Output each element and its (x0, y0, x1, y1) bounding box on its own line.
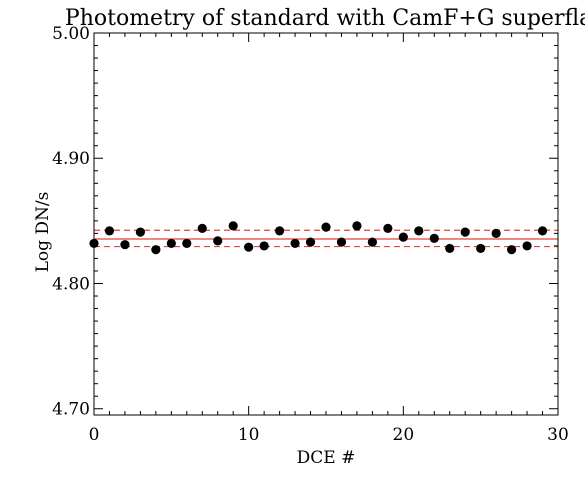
data-point (120, 240, 130, 250)
data-point (352, 221, 362, 231)
data-point (244, 242, 254, 252)
data-point (321, 222, 331, 232)
y-tick-label: 5.00 (52, 24, 90, 44)
data-point (259, 241, 269, 251)
data-point (135, 227, 145, 237)
x-tick-label: 10 (238, 425, 260, 445)
data-point (537, 226, 548, 236)
y-tick-labels: 4.70 4.80 4.90 5.00 (52, 24, 90, 420)
x-tick-label: 30 (547, 425, 569, 445)
data-point (522, 241, 532, 251)
chart-title: Photometry of standard with CamF+G super… (65, 6, 585, 31)
data-points (89, 221, 548, 255)
data-point (398, 232, 408, 242)
data-point (491, 228, 501, 238)
data-point (228, 221, 238, 231)
data-point (197, 223, 207, 233)
data-point (213, 236, 223, 246)
data-point (151, 245, 161, 255)
x-axis-label: DCE # (297, 448, 356, 468)
data-point (414, 226, 424, 236)
y-tick-label: 4.90 (52, 149, 90, 169)
y-axis-label: Log DN/s (33, 192, 53, 273)
data-point (507, 245, 517, 255)
axis-ticks (93, 32, 559, 415)
data-point (305, 237, 316, 247)
data-point (367, 237, 377, 247)
data-point (275, 226, 285, 236)
data-point (476, 243, 486, 254)
x-tick-label: 20 (393, 425, 415, 445)
data-point (104, 226, 115, 236)
x-tick-labels: 0 10 20 30 (89, 425, 569, 445)
y-tick-label: 4.80 (52, 274, 90, 294)
y-tick-label: 4.70 (52, 400, 90, 420)
data-point (336, 237, 347, 247)
data-point (166, 238, 176, 249)
data-point (429, 233, 439, 244)
data-point (445, 243, 455, 254)
data-point (383, 223, 393, 233)
data-point (290, 238, 300, 249)
x-tick-label: 0 (89, 425, 100, 445)
reference-lines (94, 229, 558, 248)
data-point (182, 238, 192, 249)
data-point (460, 227, 470, 237)
